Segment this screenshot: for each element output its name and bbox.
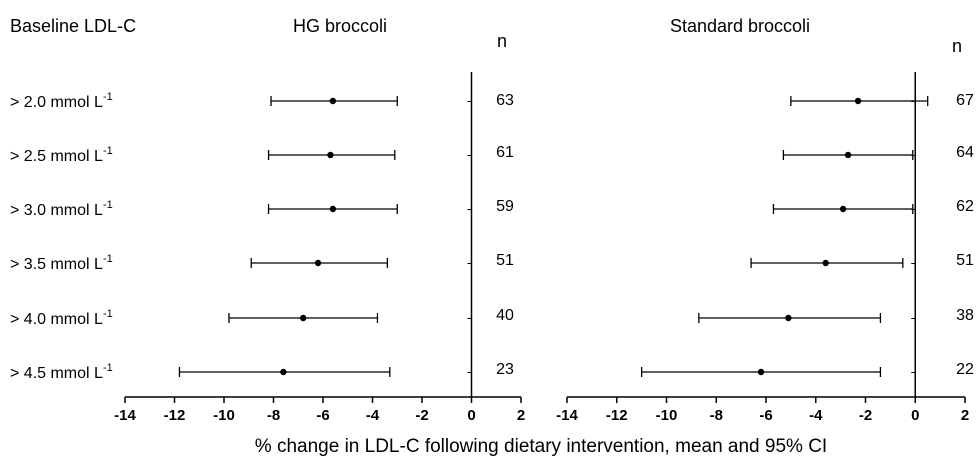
- row-label-unit-sup: -1: [103, 91, 113, 103]
- row-label-unit-sup: -1: [103, 308, 113, 320]
- mean-point: [757, 368, 765, 376]
- n-value: 67: [956, 92, 974, 109]
- x-tick-label: -8: [710, 407, 723, 424]
- x-tick-label: -12: [164, 407, 186, 424]
- n-value: 61: [496, 144, 514, 161]
- n-value: 51: [956, 252, 974, 269]
- mean-point: [854, 97, 862, 105]
- panel-standard-broccoli: Standard broccoli n -14 -12 -10 -8 -6 -4 -2 0 2 67 6…: [556, 16, 974, 424]
- x-tick-label: -8: [267, 407, 280, 424]
- mean-point: [327, 151, 334, 159]
- x-tick-label: -10: [656, 407, 678, 424]
- panel-title: HG broccoli: [293, 16, 387, 36]
- x-tick-label: -14: [114, 407, 136, 424]
- x-axis-label: % change in LDL-C following dietary inte…: [255, 436, 827, 457]
- x-tick-label: -14: [556, 407, 578, 424]
- x-tick-label: 2: [517, 407, 525, 424]
- x-tick-label: -4: [809, 407, 823, 424]
- mean-point: [314, 259, 322, 267]
- mean-point: [280, 368, 287, 376]
- x-tick-label: 0: [911, 407, 919, 424]
- mean-point: [300, 314, 307, 322]
- x-tick-label: -2: [415, 407, 428, 424]
- n-header: n: [952, 36, 962, 56]
- row-labels: > 2.0 mmol L-1 > 2.5 mmol L-1 > 3.0 mmol L…: [10, 91, 113, 382]
- row-label-unit-sup: -1: [103, 145, 113, 157]
- mean-point: [822, 259, 829, 267]
- mean-point: [785, 314, 792, 322]
- row-header: Baseline LDL-C: [10, 16, 136, 36]
- n-value: 59: [496, 198, 514, 215]
- x-tick-label: -6: [316, 407, 329, 424]
- n-value: 51: [496, 252, 514, 269]
- row-label-unit-sup: -1: [103, 362, 113, 374]
- x-tick-label: -4: [366, 407, 380, 424]
- x-tick-label: -2: [859, 407, 872, 424]
- x-tick-label: -6: [759, 407, 772, 424]
- x-tick-label: -10: [213, 407, 235, 424]
- row-label: > 3.5 mmol L-1: [10, 253, 113, 273]
- panel-title: Standard broccoli: [670, 16, 810, 36]
- n-value: 40: [496, 307, 514, 324]
- row-label: > 4.5 mmol L-1: [10, 362, 113, 382]
- row-label: > 4.0 mmol L-1: [10, 308, 113, 328]
- mean-point: [844, 151, 852, 159]
- x-tick-label: 0: [467, 407, 475, 424]
- row-label-unit-sup: -1: [103, 253, 113, 265]
- mean-point: [839, 205, 847, 213]
- panel-hg-broccoli: HG broccoli n -14 -12 -10 -8 -6 -4 -2 0 2 63 61 59 51 4…: [114, 16, 525, 424]
- n-value: 63: [496, 92, 514, 109]
- n-header: n: [497, 31, 507, 51]
- row-label: > 2.0 mmol L-1: [10, 91, 113, 111]
- row-label: > 3.0 mmol L-1: [10, 199, 113, 219]
- x-tick-label: 2: [961, 407, 969, 424]
- row-label-unit-sup: -1: [103, 199, 113, 211]
- mean-point: [329, 97, 337, 105]
- x-tick-label: -12: [606, 407, 628, 424]
- mean-point: [329, 205, 337, 213]
- n-value: 38: [956, 307, 974, 324]
- n-value: 64: [956, 144, 974, 161]
- n-value: 62: [956, 198, 974, 215]
- n-value: 23: [496, 361, 514, 378]
- n-value: 22: [956, 361, 974, 378]
- row-label: > 2.5 mmol L-1: [10, 145, 113, 165]
